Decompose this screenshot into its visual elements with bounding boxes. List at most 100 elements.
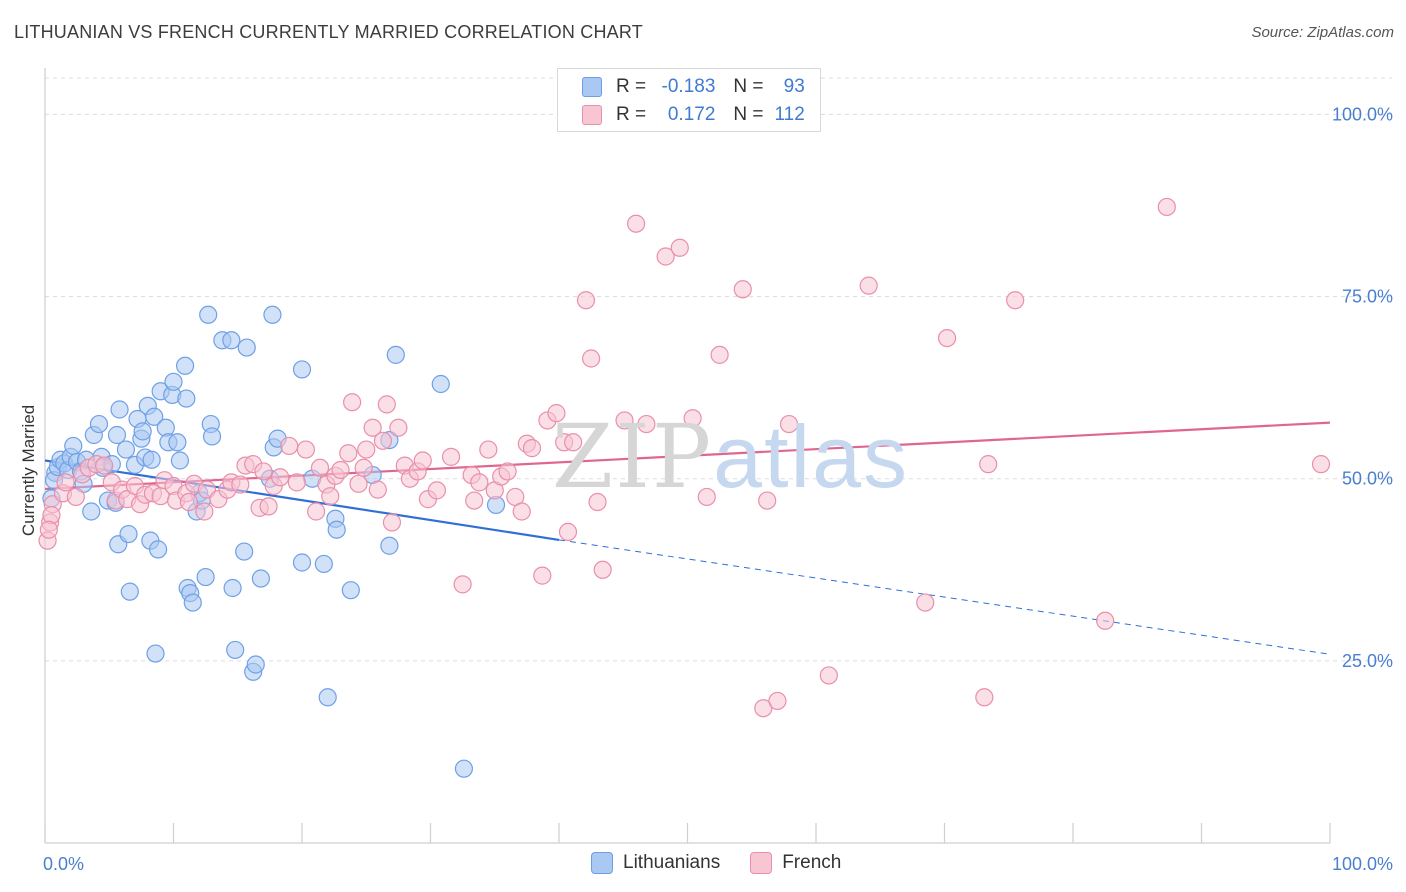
- point-french: [195, 502, 214, 521]
- y-tick-label: 25.0%: [1342, 651, 1393, 671]
- point-lithuanians: [226, 640, 245, 660]
- point-french: [413, 451, 432, 470]
- legend-n-label: N =: [733, 76, 764, 97]
- point-french: [66, 487, 85, 507]
- point-french: [354, 458, 373, 477]
- legend-swatch-french: [582, 105, 602, 125]
- point-french: [498, 462, 517, 481]
- legend-row-french: R = 0.172 N = 112: [582, 102, 805, 128]
- point-french: [357, 440, 376, 459]
- point-lithuanians: [237, 338, 256, 357]
- watermark: ZIPatlas: [552, 405, 909, 508]
- point-french: [296, 440, 315, 459]
- point-french: [271, 468, 290, 487]
- point-french: [1157, 197, 1176, 217]
- point-lithuanians: [110, 400, 129, 419]
- point-lithuanians: [341, 581, 360, 600]
- y-tick-label: 100.0%: [1332, 104, 1393, 124]
- point-lithuanians: [222, 331, 241, 350]
- point-french: [349, 474, 368, 493]
- point-french: [656, 247, 675, 266]
- legend-swatch-lithuanians: [582, 77, 602, 97]
- point-french: [39, 520, 58, 539]
- legend-n-value: 112: [774, 104, 805, 125]
- point-lithuanians: [146, 644, 165, 663]
- point-french: [768, 691, 787, 711]
- legend-swatch-french: [750, 852, 773, 874]
- point-french: [697, 487, 716, 507]
- watermark-atlas: atlas: [713, 407, 910, 506]
- point-french: [231, 475, 250, 494]
- point-french: [179, 492, 199, 512]
- point-lithuanians: [119, 524, 138, 544]
- point-lithuanians: [292, 360, 312, 379]
- legend-item-french[interactable]: French: [750, 852, 841, 874]
- point-french: [533, 566, 552, 585]
- point-lithuanians: [380, 536, 399, 555]
- point-french: [377, 395, 396, 414]
- point-french: [254, 462, 273, 481]
- legend-n-value: 93: [783, 76, 805, 97]
- point-french: [310, 458, 330, 477]
- point-french: [368, 480, 387, 499]
- legend-r-label: R =: [616, 104, 647, 125]
- point-lithuanians: [251, 569, 270, 588]
- point-french: [758, 491, 777, 510]
- point-french: [683, 409, 702, 428]
- chart-title: LITHUANIAN VS FRENCH CURRENTLY MARRIED C…: [14, 22, 643, 42]
- point-french: [937, 329, 957, 348]
- legend-r-value: -0.183: [661, 76, 716, 97]
- point-lithuanians: [107, 425, 127, 445]
- point-lithuanians: [133, 422, 152, 441]
- point-french: [453, 575, 472, 594]
- point-french: [710, 345, 729, 364]
- point-french: [582, 349, 601, 368]
- trend-line-lithuanians: [44, 459, 560, 542]
- point-french: [1096, 611, 1115, 630]
- point-lithuanians: [164, 372, 183, 391]
- legend-n-label: N =: [733, 104, 764, 125]
- point-lithuanians: [202, 427, 222, 446]
- point-french: [389, 418, 408, 437]
- point-french: [754, 699, 773, 718]
- point-french: [56, 473, 75, 492]
- legend-r-label: R =: [616, 76, 647, 97]
- grid-layer: [45, 77, 1392, 662]
- point-lithuanians: [89, 414, 109, 434]
- point-french: [615, 411, 634, 430]
- y-tick-label: 75.0%: [1342, 287, 1393, 307]
- legend-swatch-lithuanians: [591, 852, 613, 874]
- point-lithuanians: [148, 540, 168, 559]
- point-lithuanians: [223, 578, 242, 598]
- legend-label-lithuanians: Lithuanians: [623, 852, 721, 873]
- point-lithuanians: [142, 450, 161, 469]
- point-lithuanians: [235, 542, 254, 561]
- axis-layer: [44, 68, 1331, 844]
- point-french: [363, 418, 382, 437]
- point-french: [95, 456, 114, 475]
- point-french: [321, 487, 340, 506]
- y-axis-label: Currently Married: [19, 405, 38, 536]
- point-french: [558, 522, 578, 542]
- legend-item-lithuanians[interactable]: Lithuanians: [591, 852, 720, 874]
- point-french: [522, 439, 542, 458]
- point-french: [916, 593, 935, 612]
- point-french: [637, 414, 656, 434]
- trend-extension-lithuanians: [558, 539, 1331, 655]
- point-french: [479, 440, 498, 459]
- watermark-zip: ZIP: [552, 405, 714, 508]
- point-french: [576, 291, 596, 310]
- point-lithuanians: [199, 305, 218, 324]
- point-french: [859, 276, 878, 295]
- correlation-legend: R = -0.183 N = 93 R = 0.172 N = 112: [557, 68, 821, 132]
- point-french: [1311, 455, 1331, 474]
- point-lithuanians: [196, 567, 215, 587]
- legend-row-lithuanians: R = -0.183 N = 93: [582, 74, 805, 100]
- point-lithuanians: [246, 655, 265, 674]
- point-french: [373, 431, 393, 450]
- point-french: [564, 433, 583, 452]
- point-french: [470, 473, 489, 492]
- point-french: [441, 447, 461, 466]
- source-label: Source: ZipAtlas.com: [1251, 24, 1394, 41]
